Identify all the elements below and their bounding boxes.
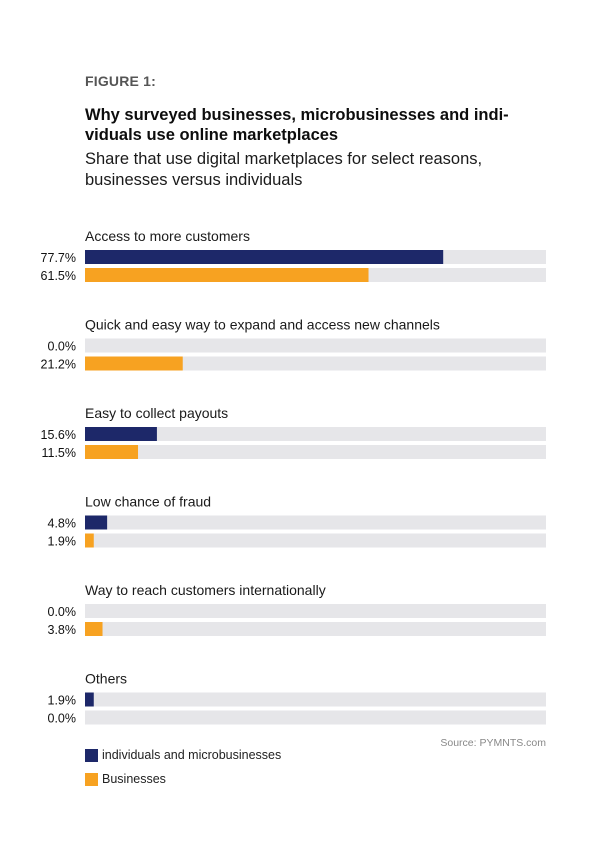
chart-title: Why surveyed businesses, microbusinesses…: [85, 106, 509, 144]
data-label: 0.0%: [48, 605, 77, 619]
legend-item-businesses: Businesses: [85, 772, 166, 786]
data-label: 3.8%: [48, 623, 77, 637]
bar-track: [85, 622, 546, 636]
data-label: 1.9%: [48, 694, 77, 708]
bar-individuals: [85, 692, 94, 707]
legend-swatch-businesses: [85, 772, 98, 786]
bar-track: [85, 356, 546, 371]
bar-chart: Access to more customers 77.7% 61.5% Quick …: [41, 228, 546, 726]
bar-track: [85, 515, 546, 530]
data-label: 0.0%: [48, 712, 77, 726]
data-label: 61.5%: [41, 269, 76, 283]
legend-item-individuals: individuals and microbusinesses: [85, 748, 281, 762]
chart-subtitle: Share that use digital marketplaces for …: [85, 150, 483, 189]
legend-swatch-individuals: [85, 748, 98, 762]
category-label: Others: [85, 671, 127, 687]
bar-track: [85, 604, 546, 618]
data-label: 0.0%: [48, 340, 77, 354]
data-label: 1.9%: [48, 535, 77, 549]
data-label: 21.2%: [41, 358, 76, 372]
data-label: 77.7%: [41, 251, 76, 265]
bar-track: [85, 692, 546, 707]
bar-individuals: [85, 515, 108, 530]
bar-businesses: [85, 268, 369, 282]
bar-track: [85, 445, 546, 459]
legend-label-businesses: Businesses: [102, 772, 166, 786]
data-label: 4.8%: [48, 517, 77, 531]
category-label: Easy to collect payouts: [85, 405, 228, 421]
bar-businesses: [85, 356, 183, 371]
bar-businesses: [85, 622, 103, 636]
category-label: Quick and easy way to expand and access …: [85, 317, 440, 333]
bar-individuals: [85, 427, 157, 441]
legend-label-individuals: individuals and microbusinesses: [102, 748, 282, 762]
bar-track: [85, 710, 546, 725]
bar-businesses: [85, 533, 94, 548]
bar-track: [85, 338, 546, 353]
category-label: Low chance of fraud: [85, 494, 211, 510]
figure-label: FIGURE 1:: [85, 73, 157, 89]
bar-individuals: [85, 250, 444, 264]
category-label: Way to reach customers internationally: [85, 582, 326, 598]
bar-businesses: [85, 445, 139, 459]
bar-track: [85, 533, 546, 548]
data-label: 15.6%: [41, 428, 76, 442]
bar-track: [85, 427, 546, 441]
data-label: 11.5%: [41, 446, 76, 460]
category-label: Access to more customers: [85, 228, 250, 244]
source-note: Source: PYMNTS.com: [440, 737, 546, 749]
